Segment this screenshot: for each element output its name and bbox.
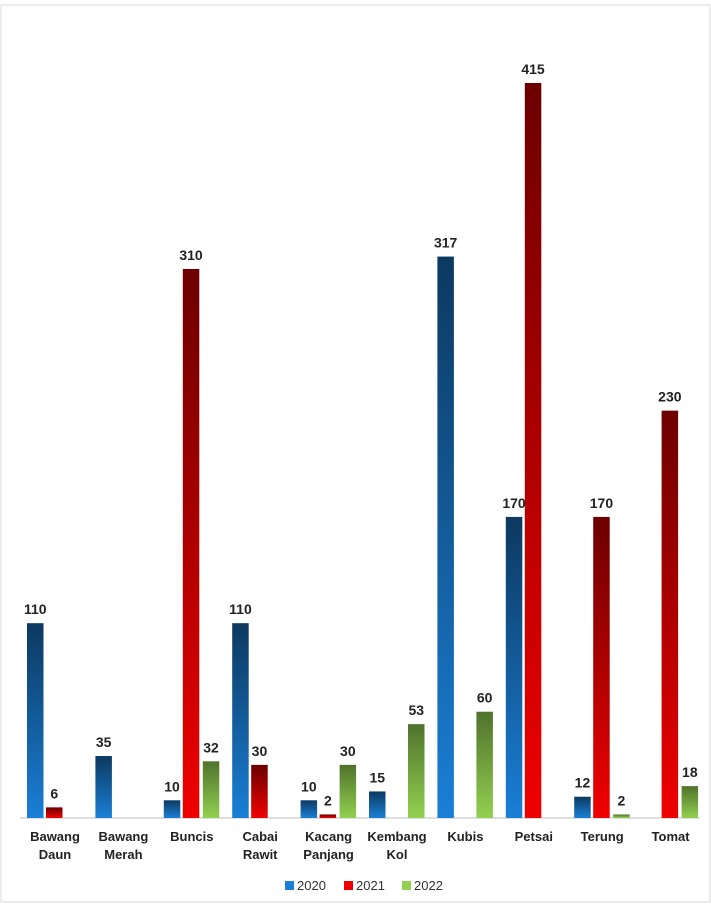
bar [95,756,112,818]
data-label: 35 [96,734,112,750]
data-label: 60 [477,690,493,706]
legend-swatch [285,881,294,890]
bar [232,623,249,818]
bar [505,516,523,818]
x-tick-label: Kembang Kol [367,829,427,862]
x-tick-label: Buncis [170,829,214,844]
legend-label: 2020 [297,878,326,893]
bar [476,711,493,818]
data-label: 32 [203,739,219,755]
bar [163,800,181,818]
bar [408,724,425,818]
data-label: 6 [50,785,58,801]
x-tick-label: Bawang Merah [98,829,149,862]
bar [251,764,268,818]
data-label: 30 [340,743,356,759]
bar [369,791,386,818]
data-label: 18 [682,764,698,780]
x-tick-label: Petsai [514,829,553,844]
x-tick-label: Kubis [447,829,484,844]
legend-swatch [402,881,411,890]
bar [202,761,220,818]
bar [613,814,630,818]
legend-label: 2021 [356,878,385,893]
legend-swatch [344,881,353,890]
x-tick-label: Tomat [651,829,690,844]
bar [524,83,542,818]
x-tick-label: Bawang Daun [30,829,80,862]
bar [574,796,591,818]
data-label: 10 [164,778,180,794]
bar [182,268,200,818]
data-label: 30 [252,743,268,759]
legend-item: 2020 [285,878,326,893]
data-label: 170 [502,495,526,511]
bar [593,516,610,818]
bar [661,410,679,818]
data-label: 110 [229,601,252,617]
bar [319,814,337,818]
data-label: 415 [521,61,545,77]
x-tick-label: Terung [580,829,624,844]
legend-item: 2021 [344,878,385,893]
data-label: 310 [179,247,203,263]
legend-item: 2022 [402,878,443,893]
bar [27,623,44,818]
legend-label: 2022 [414,878,443,893]
data-label: 170 [590,495,614,511]
data-label: 53 [408,702,424,718]
x-tick-label: Cabai Rawit [242,829,278,862]
data-label: 230 [658,389,682,405]
data-label: 2 [618,792,626,808]
data-label: 15 [369,769,385,785]
data-label: 2 [324,792,332,808]
bar [681,786,699,818]
bar [300,800,318,818]
data-label: 10 [301,778,317,794]
bar [339,764,357,818]
data-label: 12 [575,775,591,791]
data-label: 110 [24,601,47,617]
chart-frame [0,4,711,903]
bar [46,807,63,818]
data-label: 317 [434,235,458,251]
bar [437,256,454,818]
x-tick-label: Kacang Panjang [303,829,354,862]
